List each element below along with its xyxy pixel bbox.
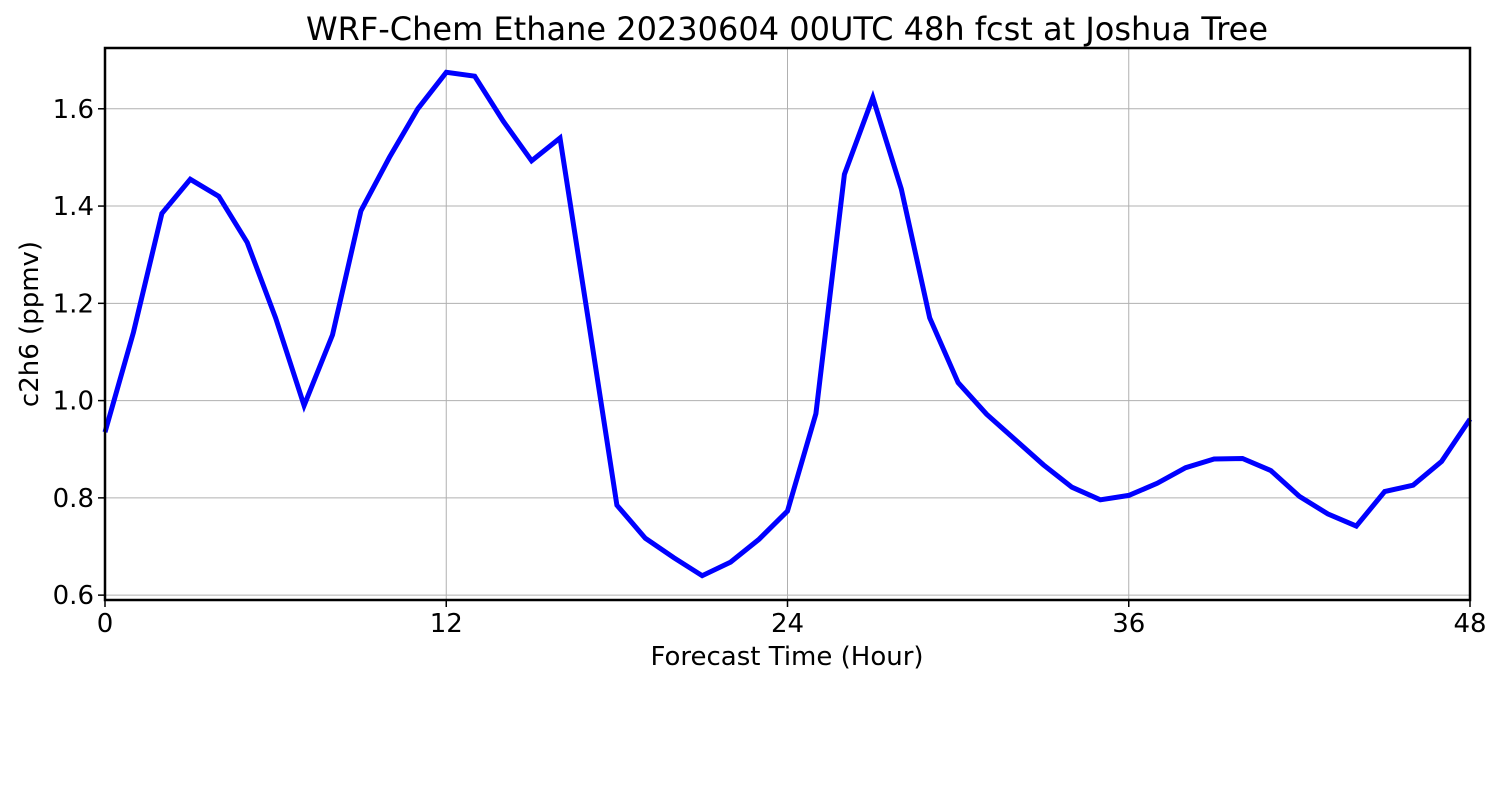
x-tick-label: 12 bbox=[430, 609, 463, 639]
y-tick-label: 1.6 bbox=[53, 95, 94, 125]
grid bbox=[104, 48, 1471, 600]
x-tick-label: 36 bbox=[1112, 609, 1145, 639]
y-tick-label: 0.6 bbox=[53, 581, 94, 611]
x-axis-label: Forecast Time (Hour) bbox=[650, 642, 923, 672]
series-layer bbox=[102, 69, 1473, 579]
y-axis-label: c2h6 (ppmv) bbox=[15, 241, 45, 407]
chart-title: WRF-Chem Ethane 20230604 00UTC 48h fcst … bbox=[306, 10, 1268, 48]
x-tick-label: 24 bbox=[771, 609, 804, 639]
y-tick-label: 1.0 bbox=[53, 387, 94, 417]
ticks: 0 12 24 36 48 0.6 0.8 1.0 1.2 1.4 1.6 bbox=[53, 95, 1487, 639]
y-tick-label: 1.2 bbox=[53, 289, 94, 319]
y-tick-label: 1.4 bbox=[53, 192, 94, 222]
y-tick-label: 0.8 bbox=[53, 484, 94, 514]
x-tick-label: 0 bbox=[97, 609, 114, 639]
x-tick-label: 48 bbox=[1453, 609, 1486, 639]
series-line bbox=[102, 69, 1473, 579]
